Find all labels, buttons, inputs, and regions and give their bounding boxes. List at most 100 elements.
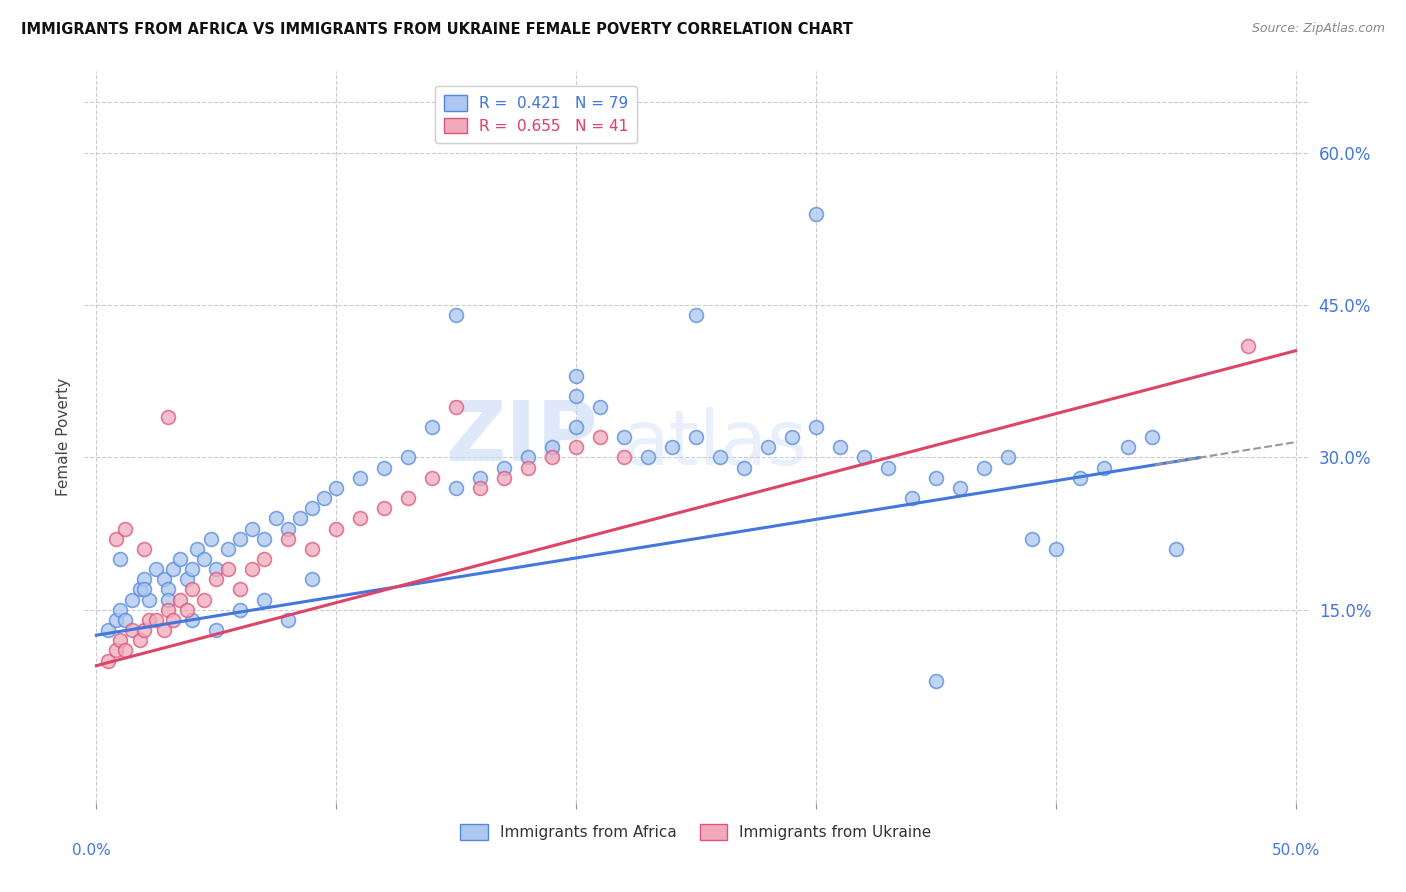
- Point: [193, 552, 215, 566]
- Point: [97, 623, 120, 637]
- Point: [804, 206, 827, 220]
- Point: [181, 582, 204, 597]
- Point: [121, 592, 143, 607]
- Y-axis label: Female Poverty: Female Poverty: [56, 378, 72, 496]
- Point: [1069, 471, 1091, 485]
- Point: [804, 420, 827, 434]
- Point: [494, 471, 516, 485]
- Point: [925, 471, 948, 485]
- Point: [468, 481, 491, 495]
- Point: [613, 430, 636, 444]
- Point: [756, 440, 779, 454]
- Point: [301, 501, 323, 516]
- Point: [709, 450, 731, 465]
- Text: IMMIGRANTS FROM AFRICA VS IMMIGRANTS FROM UKRAINE FEMALE POVERTY CORRELATION CHA: IMMIGRANTS FROM AFRICA VS IMMIGRANTS FRO…: [21, 22, 853, 37]
- Point: [901, 491, 924, 505]
- Point: [925, 673, 948, 688]
- Point: [444, 481, 467, 495]
- Point: [128, 633, 150, 648]
- Point: [613, 450, 636, 465]
- Point: [949, 481, 972, 495]
- Point: [104, 643, 127, 657]
- Point: [176, 603, 198, 617]
- Point: [152, 572, 174, 586]
- Point: [181, 562, 204, 576]
- Point: [733, 460, 755, 475]
- Point: [134, 582, 156, 597]
- Point: [157, 409, 180, 424]
- Point: [396, 491, 419, 505]
- Point: [134, 623, 156, 637]
- Point: [301, 541, 323, 556]
- Point: [494, 460, 516, 475]
- Point: [97, 654, 120, 668]
- Point: [138, 592, 160, 607]
- Point: [589, 430, 612, 444]
- Point: [145, 562, 167, 576]
- Point: [157, 582, 180, 597]
- Point: [301, 572, 323, 586]
- Point: [134, 572, 156, 586]
- Point: [565, 389, 588, 403]
- Point: [104, 613, 127, 627]
- Point: [349, 511, 371, 525]
- Point: [205, 623, 228, 637]
- Point: [444, 400, 467, 414]
- Point: [828, 440, 851, 454]
- Point: [468, 471, 491, 485]
- Point: [229, 603, 252, 617]
- Point: [181, 613, 204, 627]
- Point: [541, 450, 564, 465]
- Point: [253, 532, 276, 546]
- Text: 0.0%: 0.0%: [72, 843, 111, 858]
- Point: [114, 521, 136, 535]
- Point: [1164, 541, 1187, 556]
- Point: [637, 450, 659, 465]
- Point: [565, 369, 588, 384]
- Point: [277, 521, 299, 535]
- Text: Source: ZipAtlas.com: Source: ZipAtlas.com: [1251, 22, 1385, 36]
- Point: [541, 440, 564, 454]
- Point: [444, 308, 467, 322]
- Point: [157, 603, 180, 617]
- Point: [325, 521, 347, 535]
- Point: [217, 562, 239, 576]
- Point: [145, 613, 167, 627]
- Legend: Immigrants from Africa, Immigrants from Ukraine: Immigrants from Africa, Immigrants from …: [454, 818, 938, 847]
- Point: [186, 541, 208, 556]
- Point: [229, 582, 252, 597]
- Point: [240, 521, 263, 535]
- Point: [973, 460, 995, 475]
- Point: [217, 541, 239, 556]
- Text: atlas: atlas: [623, 408, 807, 482]
- Point: [685, 430, 707, 444]
- Point: [565, 440, 588, 454]
- Point: [589, 400, 612, 414]
- Point: [229, 532, 252, 546]
- Point: [110, 603, 132, 617]
- Point: [852, 450, 875, 465]
- Point: [110, 633, 132, 648]
- Point: [205, 562, 228, 576]
- Point: [1116, 440, 1139, 454]
- Point: [138, 613, 160, 627]
- Point: [1021, 532, 1043, 546]
- Point: [997, 450, 1019, 465]
- Point: [104, 532, 127, 546]
- Point: [685, 308, 707, 322]
- Point: [661, 440, 683, 454]
- Point: [876, 460, 898, 475]
- Point: [253, 592, 276, 607]
- Point: [1092, 460, 1115, 475]
- Point: [205, 572, 228, 586]
- Point: [240, 562, 263, 576]
- Text: ZIP: ZIP: [446, 397, 598, 477]
- Point: [162, 562, 184, 576]
- Point: [1045, 541, 1067, 556]
- Point: [114, 613, 136, 627]
- Point: [290, 511, 312, 525]
- Point: [314, 491, 336, 505]
- Point: [157, 592, 180, 607]
- Point: [277, 532, 299, 546]
- Point: [780, 430, 803, 444]
